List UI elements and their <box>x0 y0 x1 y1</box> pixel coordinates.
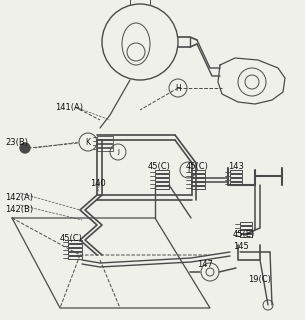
Bar <box>97 136 113 139</box>
Text: I: I <box>187 165 189 174</box>
Bar <box>155 178 169 181</box>
Bar <box>155 186 169 189</box>
Text: 143: 143 <box>228 162 244 171</box>
Bar <box>155 182 169 185</box>
Bar <box>230 178 242 181</box>
Text: 142(A): 142(A) <box>5 193 33 202</box>
Bar <box>155 170 169 173</box>
Bar <box>97 148 113 151</box>
Text: 45(C): 45(C) <box>186 162 209 171</box>
Text: 145: 145 <box>233 242 249 251</box>
Bar <box>68 252 82 255</box>
Bar <box>68 256 82 259</box>
Bar <box>191 170 205 173</box>
Text: 140: 140 <box>90 179 106 188</box>
Bar <box>191 182 205 185</box>
Circle shape <box>20 143 30 153</box>
Text: 45(C): 45(C) <box>60 234 83 243</box>
Bar <box>191 174 205 177</box>
Text: 23(B): 23(B) <box>5 138 28 147</box>
Bar <box>240 230 252 233</box>
Bar <box>68 248 82 251</box>
Bar <box>97 140 113 143</box>
Text: J: J <box>117 149 119 155</box>
Bar <box>191 186 205 189</box>
Bar <box>240 226 252 229</box>
Text: 19(C): 19(C) <box>248 275 271 284</box>
Bar <box>240 234 252 237</box>
Text: 147: 147 <box>197 260 213 269</box>
Bar <box>97 144 113 147</box>
Bar <box>155 174 169 177</box>
Bar <box>191 178 205 181</box>
Text: K: K <box>85 138 91 147</box>
Bar <box>230 170 242 173</box>
Text: H: H <box>175 84 181 92</box>
Text: 45(C): 45(C) <box>148 162 171 171</box>
Text: 45(E): 45(E) <box>233 230 255 239</box>
Text: 142(B): 142(B) <box>5 205 33 214</box>
Text: 141(A): 141(A) <box>55 103 83 112</box>
Bar <box>68 244 82 247</box>
Bar <box>230 182 242 185</box>
Bar <box>230 174 242 177</box>
Bar <box>68 240 82 243</box>
Bar <box>240 222 252 225</box>
